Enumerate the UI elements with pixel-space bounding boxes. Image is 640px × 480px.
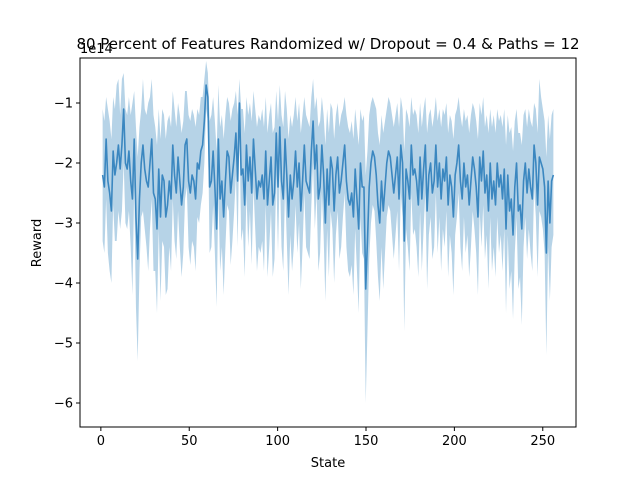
y-axis-label: Reward	[30, 219, 45, 267]
x-tick-label: 200	[442, 434, 467, 449]
mean-line	[101, 84, 555, 290]
chart-title: 80 Percent of Features Randomized w/ Dro…	[76, 35, 579, 53]
y-offset-text: 1e14	[80, 42, 113, 57]
x-tick-label: 0	[97, 434, 105, 449]
x-axis-label: State	[311, 456, 345, 471]
y-tick-label: −2	[54, 157, 73, 172]
x-tick-label: 50	[181, 434, 198, 449]
y-tick-label: −1	[54, 97, 73, 112]
x-tick-label: 150	[354, 434, 379, 449]
confidence-band	[102, 61, 554, 403]
y-tick-label: −3	[54, 217, 73, 232]
x-tick-label: 250	[530, 434, 555, 449]
y-tick-label: −4	[54, 277, 73, 292]
y-tick-label: −5	[54, 337, 73, 352]
x-tick-label: 100	[265, 434, 290, 449]
y-tick-label: −6	[54, 397, 73, 412]
plot-frame	[79, 57, 577, 428]
